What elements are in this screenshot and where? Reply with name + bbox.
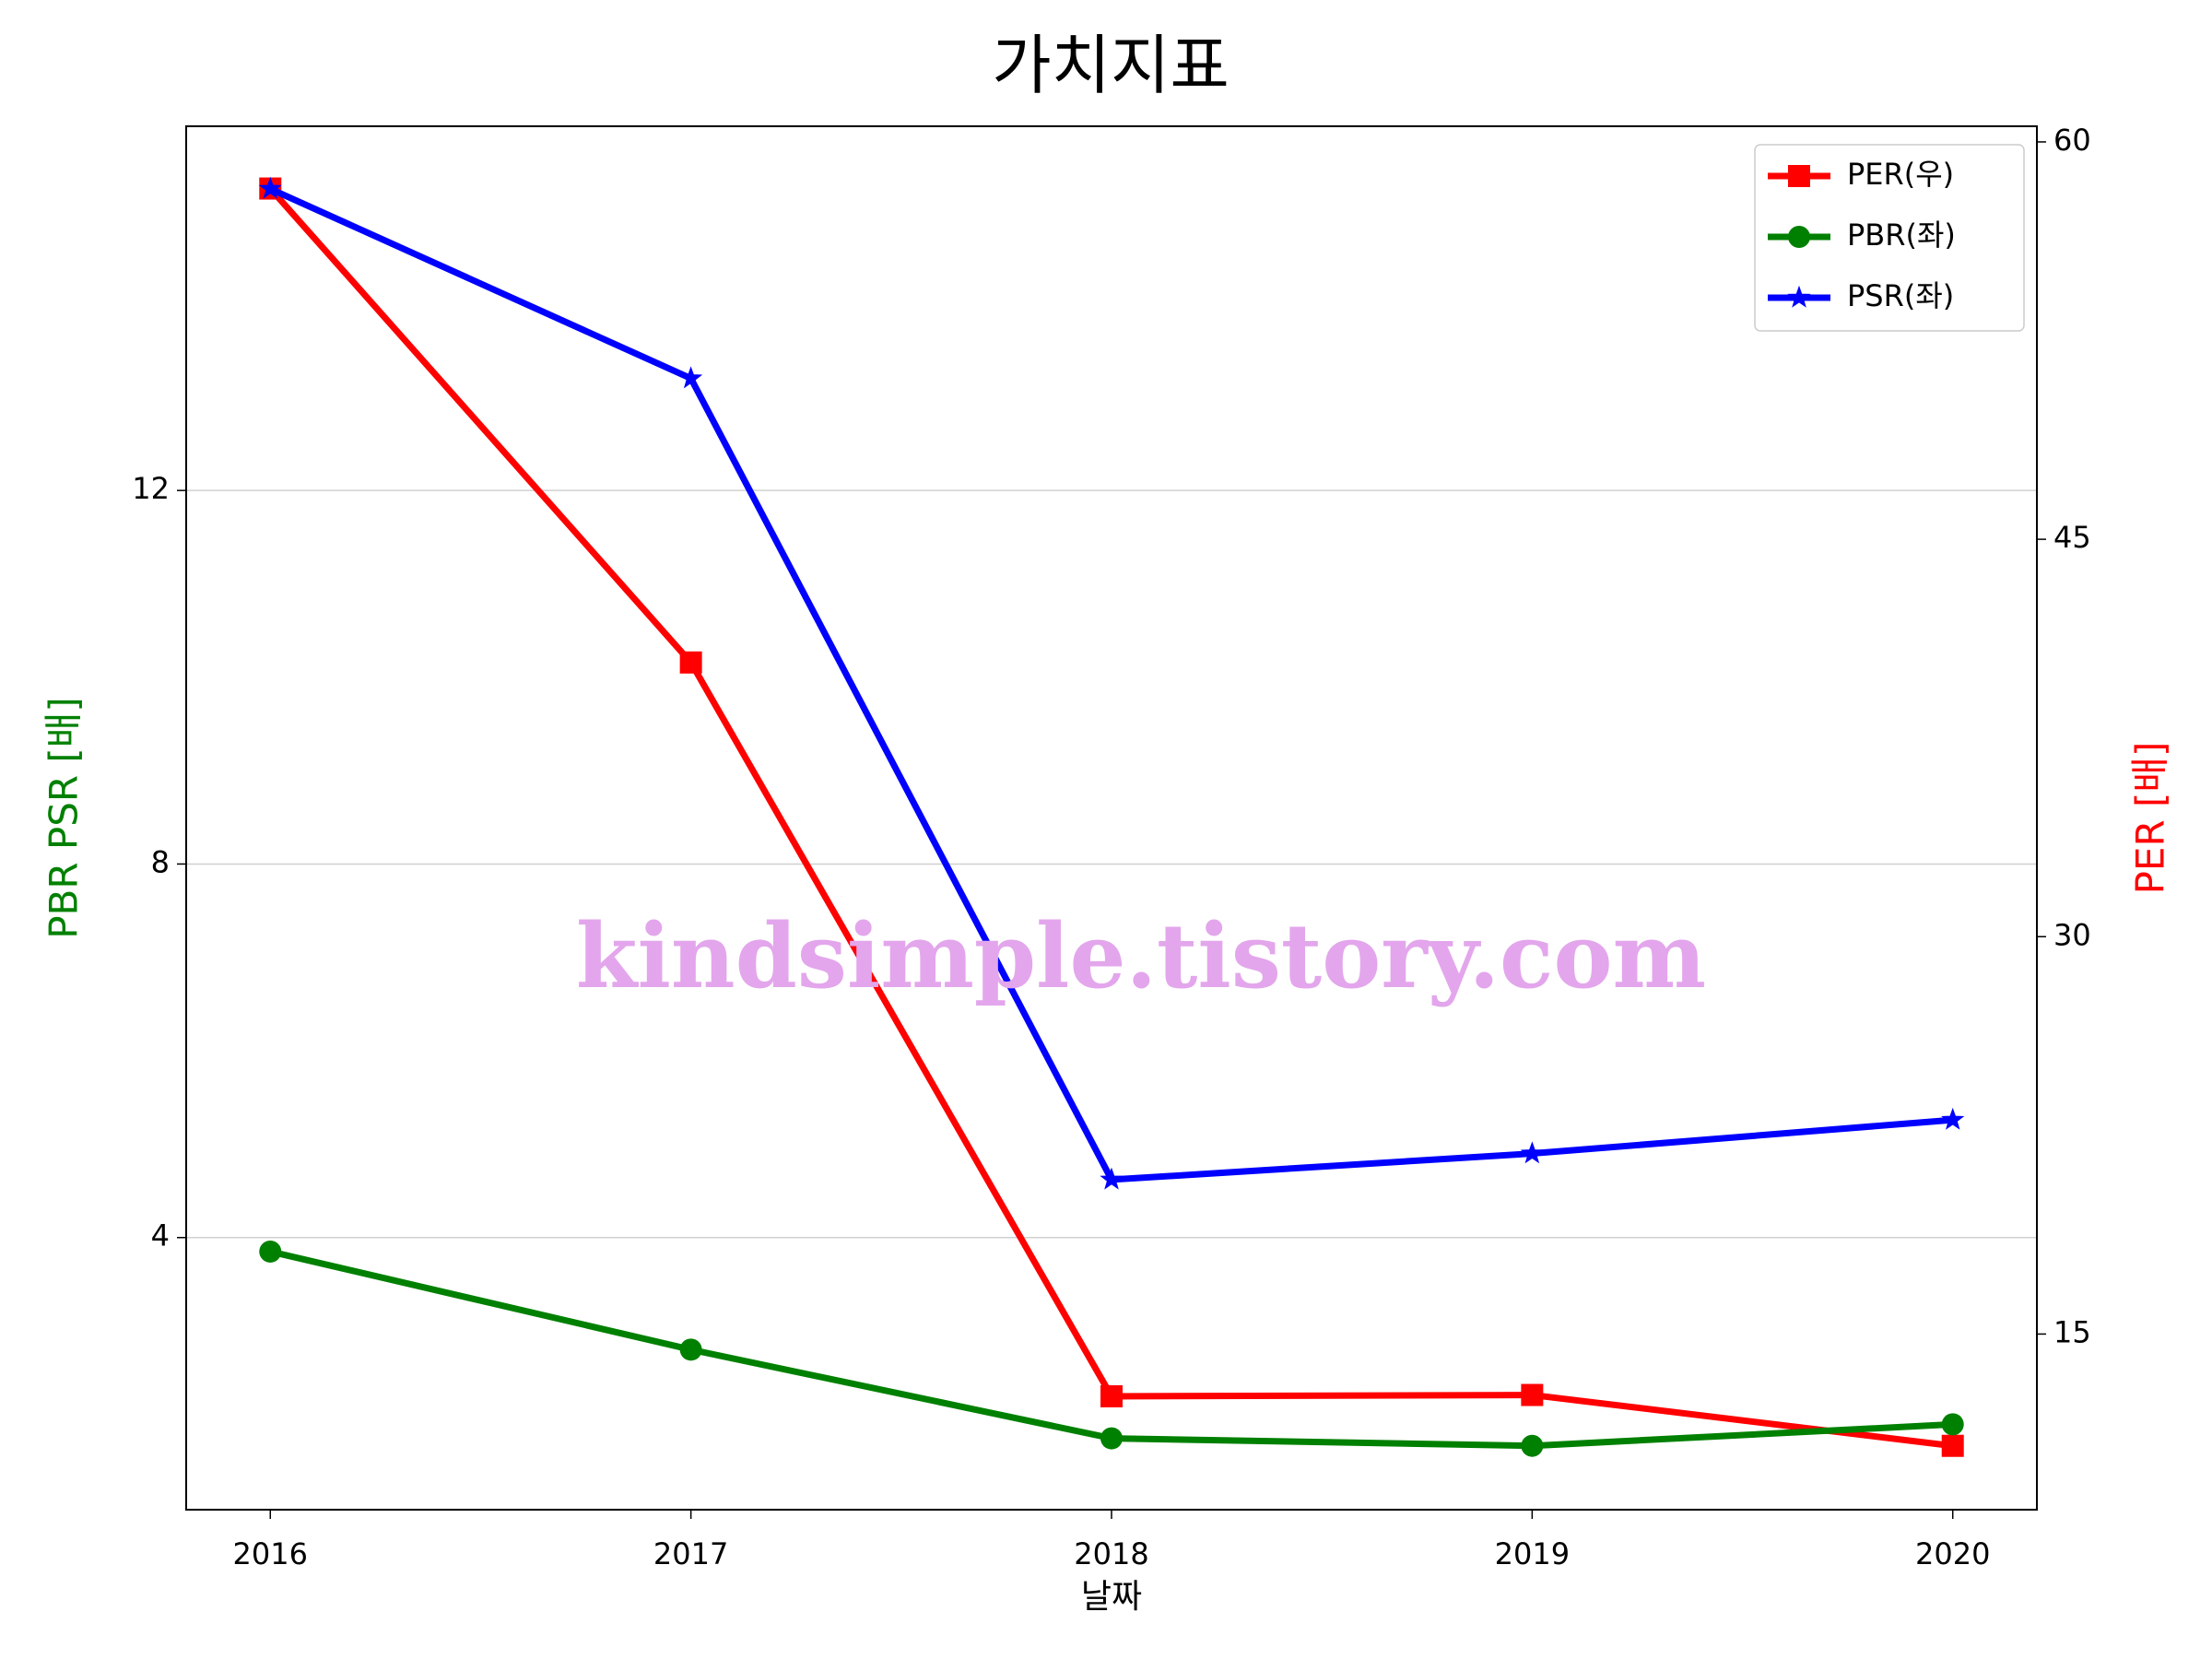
legend-label: PER(우) — [1847, 157, 1954, 192]
x-tick-label: 2019 — [1495, 1536, 1570, 1571]
legend-label: PBR(좌) — [1847, 218, 1956, 253]
y2-tick-label: 30 — [2053, 917, 2091, 952]
y2-tick-label: 60 — [2053, 123, 2091, 158]
y-tick-label: 12 — [132, 471, 170, 506]
marker — [1941, 1413, 1964, 1436]
x-tick-label: 2017 — [653, 1536, 728, 1571]
y2-tick-label: 15 — [2053, 1314, 2091, 1349]
x-axis-label: 날짜 — [1081, 1578, 1142, 1616]
marker — [679, 651, 702, 674]
marker — [258, 176, 282, 199]
marker — [1100, 1167, 1124, 1190]
marker — [1100, 1427, 1123, 1450]
y-tick-label: 8 — [151, 844, 170, 879]
x-tick-label: 2018 — [1074, 1536, 1148, 1571]
marker — [679, 366, 703, 389]
legend-box — [1754, 144, 2025, 332]
x-tick-label: 2016 — [233, 1536, 308, 1571]
y2-tick-label: 45 — [2053, 520, 2091, 555]
marker — [1100, 1384, 1123, 1407]
marker — [1787, 285, 1811, 308]
marker — [1788, 165, 1810, 187]
marker — [679, 1338, 702, 1361]
marker — [1788, 226, 1810, 248]
x-tick-label: 2020 — [1915, 1536, 1990, 1571]
plot-frame — [185, 125, 2038, 1511]
y2-axis-label: PER [배] — [2128, 742, 2173, 895]
marker — [1941, 1434, 1964, 1457]
y-tick-label: 4 — [151, 1218, 170, 1253]
marker — [259, 1240, 282, 1263]
watermark: kindsimple.tistory.com — [576, 904, 1706, 1008]
marker — [1521, 1434, 1544, 1457]
marker — [1520, 1141, 1544, 1164]
chart-title: 가치지표 — [992, 28, 1230, 103]
marker — [1521, 1383, 1544, 1406]
marker — [1941, 1107, 1965, 1130]
y-axis-label: PBR PSR [배] — [41, 697, 87, 939]
legend: PER(우) PBR(좌) PSR(좌) — [1754, 144, 2025, 332]
legend-label: PSR(좌) — [1847, 278, 1954, 313]
